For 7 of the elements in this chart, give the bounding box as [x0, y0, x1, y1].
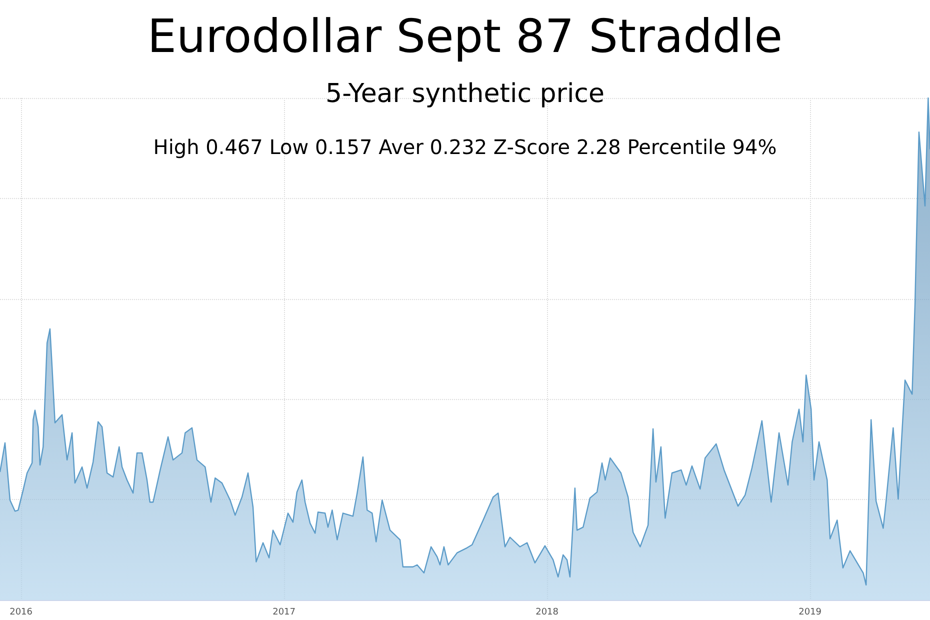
- chart-subtitle: 5-Year synthetic price: [326, 79, 604, 109]
- x-tick-label: 2017: [272, 608, 296, 618]
- chart-title: Eurodollar Sept 87 Straddle: [147, 9, 783, 63]
- annotation: High 0.467 Low 0.157 Aver 0.232 Z-Score 2.28 Percentile 94%: [153, 135, 777, 159]
- x-tick-label: 2018: [536, 608, 559, 618]
- x-tick-label: 2019: [798, 608, 822, 618]
- x-tick-label: 2016: [10, 608, 33, 618]
